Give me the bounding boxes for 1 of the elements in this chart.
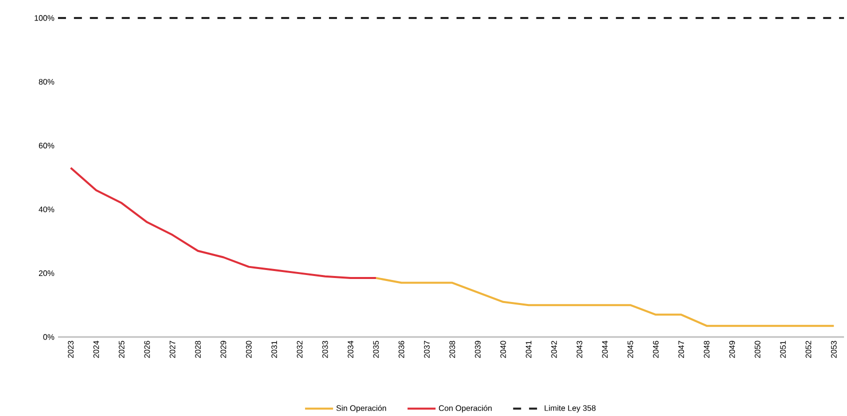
line-series xyxy=(70,166,377,279)
